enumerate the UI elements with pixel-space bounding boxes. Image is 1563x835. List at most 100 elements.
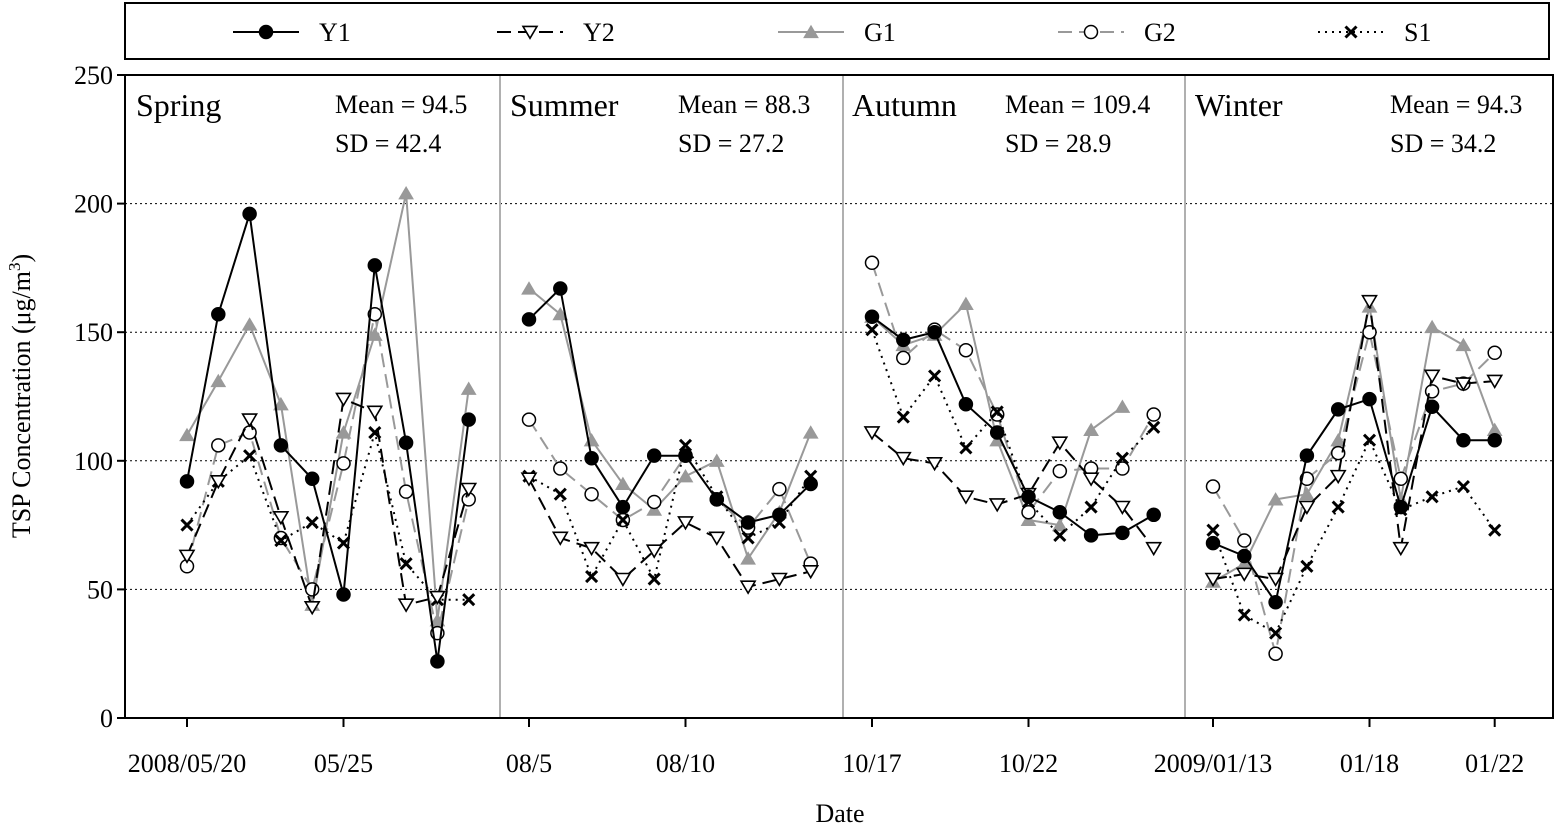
point-spring-s1-3 [274,533,288,548]
series-line-spring-s1 [186,428,469,601]
legend-item-y2: Y2 [497,18,615,47]
x-tick-label-winter-2: 01/22 [1465,749,1524,778]
point-winter-y1-9 [1487,432,1502,448]
legend-marker-y2 [521,25,539,40]
point-summer-y2-1 [551,531,569,546]
point-spring-g1-7 [398,186,414,200]
point-summer-y2-7 [739,580,757,595]
point-winter-s1-4 [1331,500,1345,514]
point-winter-y1-4 [1330,402,1346,417]
point-autumn-s1-2 [928,369,942,383]
point-autumn-g1-6 [1051,517,1068,532]
point-summer-y2-9 [802,564,820,580]
point-summer-g1-3 [615,476,631,491]
point-winter-y2-3 [1298,500,1316,515]
point-spring-y1-7 [398,435,414,451]
point-autumn-y1-5 [1021,489,1036,505]
panel-title-winter: Winter [1195,87,1283,123]
point-winter-y1-5 [1362,391,1377,407]
point-summer-g2-8 [772,481,787,497]
plot-frame [124,74,1554,719]
legend-label-y2: Y2 [583,18,615,47]
point-spring-s1-4 [305,515,319,530]
point-autumn-g1-8 [1114,399,1131,413]
point-spring-g1-9 [460,381,477,395]
series-winter-s1 [1206,433,1502,640]
point-spring-g2-4 [304,582,320,597]
point-winter-s1-1 [1237,608,1251,622]
point-summer-s1-2 [585,569,599,584]
point-autumn-y2-3 [957,490,975,505]
point-spring-y2-8 [429,590,446,605]
point-winter-y1-2 [1268,595,1283,610]
legend-label-y1: Y1 [319,18,351,47]
point-summer-g1-5 [677,468,694,483]
point-winter-g2-6 [1393,471,1409,487]
series-winter-y1 [1205,391,1502,610]
point-summer-g2-0 [521,412,537,427]
point-winter-s1-2 [1269,626,1283,640]
point-winter-y1-6 [1393,499,1409,515]
point-spring-y2-7 [397,598,415,613]
point-summer-y1-0 [521,312,537,327]
point-summer-g1-6 [708,453,725,467]
point-autumn-y1-6 [1052,504,1068,520]
point-spring-g1-1 [210,373,227,388]
point-spring-y1-8 [430,654,445,669]
legend-label-g2: G2 [1144,18,1176,47]
series-summer-s1 [522,438,818,586]
series-autumn-g1 [864,296,1131,532]
mean-label-autumn: Mean = 109.4 [1005,90,1150,119]
y-axis-title-close: ) [7,254,36,263]
legend-item-g1: G1 [778,18,896,47]
point-spring-y2-9 [460,482,478,497]
point-summer-g1-0 [521,281,537,295]
point-spring-y1-4 [304,471,320,487]
panel-title-spring: Spring [136,87,221,123]
point-winter-s1-9 [1488,523,1502,537]
series-autumn-y1 [864,309,1161,543]
point-winter-y1-8 [1456,432,1471,448]
point-autumn-y1-3 [958,396,974,412]
point-autumn-s1-6 [1053,528,1067,542]
series-line-autumn-y2 [871,431,1155,549]
point-summer-y1-4 [646,448,662,463]
point-autumn-y2-7 [1082,472,1100,487]
sd-label-autumn: SD = 28.9 [1005,129,1111,158]
point-winter-g1-7 [1424,319,1440,334]
point-autumn-y1-2 [927,324,942,340]
point-spring-g2-7 [398,484,414,499]
point-spring-g1-5 [335,425,352,439]
y-tick-label-150: 150 [74,318,113,347]
point-summer-y1-3 [615,499,631,515]
x-tick-label-spring-1: 05/25 [314,749,373,778]
sd-label-spring: SD = 42.4 [335,129,441,158]
y-tick-label-0: 0 [100,704,113,733]
legend-item-g2: G2 [1058,18,1176,47]
point-spring-y1-3 [273,438,289,453]
series-line-autumn-s1 [871,329,1155,537]
point-autumn-y1-0 [864,309,880,325]
point-winter-g2-9 [1487,345,1502,361]
series-line-winter-y1 [1212,397,1495,605]
point-autumn-g2-9 [1146,407,1161,422]
legend-marker-g2 [1083,24,1099,40]
point-summer-y2-4 [645,544,663,559]
panel-title-summer: Summer [510,87,619,123]
point-winter-g1-3 [1299,486,1315,501]
point-summer-y1-5 [678,448,693,463]
legend-marker-g1 [803,24,819,39]
y-tick-label-50: 50 [87,575,113,604]
point-spring-g2-5 [336,456,351,471]
point-spring-y1-1 [211,306,226,322]
series-line-winter-g2 [1212,331,1496,654]
point-summer-y2-2 [583,541,600,557]
point-summer-y2-0 [520,472,538,487]
point-winter-y2-4 [1329,469,1347,485]
point-autumn-y2-2 [926,456,943,472]
point-summer-y2-5 [677,516,694,531]
legend-item-s1: S1 [1318,18,1431,47]
point-summer-y1-8 [772,507,787,523]
x-tick-label-winter-1: 01/18 [1340,749,1399,778]
point-autumn-s1-0 [865,323,879,337]
